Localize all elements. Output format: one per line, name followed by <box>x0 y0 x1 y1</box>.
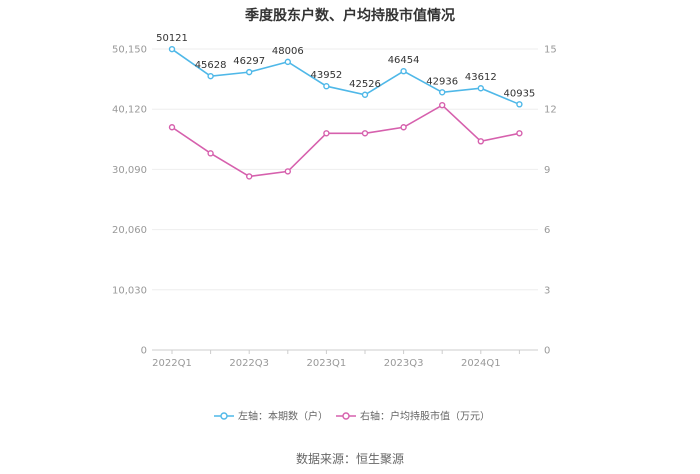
data-point <box>361 130 369 137</box>
legend-label: 左轴：本期数（户） <box>238 410 328 423</box>
data-point <box>323 83 330 90</box>
data-point <box>516 130 523 137</box>
series-line-right <box>171 104 520 178</box>
data-point <box>400 67 407 75</box>
y-left-tick-label: 40,120 <box>112 105 147 116</box>
y-right-tick-label: 12 <box>544 105 557 116</box>
x-tick-label: 2023Q3 <box>384 358 424 369</box>
data-point <box>439 89 446 96</box>
x-tick-label: 2022Q1 <box>152 358 192 369</box>
data-label: 42936 <box>426 76 458 87</box>
y-right-tick-label: 6 <box>544 225 550 236</box>
data-label: 45628 <box>195 60 227 71</box>
data-point <box>207 150 214 157</box>
data-label: 43612 <box>465 72 497 83</box>
y-right-tick-label: 0 <box>544 346 550 357</box>
chart-svg: 0 10,030 20,060 30,090 40,120 50,150 0 3 6 9 12 15 2… <box>112 33 557 423</box>
x-tick-label: 2023Q1 <box>307 358 347 369</box>
data-point <box>439 101 446 109</box>
data-point <box>207 72 214 80</box>
data-point <box>477 85 484 92</box>
y-right-tick-label: 9 <box>544 165 550 176</box>
x-tick-label: 2022Q3 <box>229 358 269 369</box>
data-source: 数据来源：恒生聚源 <box>295 452 404 466</box>
data-point <box>477 138 484 145</box>
data-label: 40935 <box>503 88 535 99</box>
data-point <box>323 130 330 137</box>
data-label: 43952 <box>310 70 342 81</box>
data-label: 48006 <box>272 46 304 57</box>
data-label: 46454 <box>388 55 420 66</box>
data-label: 42526 <box>349 79 381 90</box>
data-point <box>245 173 253 180</box>
data-point <box>168 45 176 53</box>
chart-title: 季度股东户数、户均持股市值情况 <box>245 8 455 24</box>
y-left-tick-label: 10,030 <box>112 285 147 296</box>
y-right-tick-label: 15 <box>544 45 557 56</box>
legend-marker <box>342 412 350 420</box>
x-tick-label: 2024Q1 <box>461 358 501 369</box>
data-label: 50121 <box>156 33 188 44</box>
data-point <box>284 168 291 175</box>
series-line-left <box>171 48 520 106</box>
data-point <box>516 101 523 108</box>
legend-marker <box>220 412 228 420</box>
y-left-tick-label: 30,090 <box>112 165 147 176</box>
y-right-tick-label: 3 <box>544 285 550 296</box>
data-point <box>361 91 369 98</box>
data-point <box>284 58 291 66</box>
y-left-tick-label: 0 <box>141 346 147 357</box>
y-left-tick-label: 50,150 <box>112 45 147 56</box>
data-point <box>168 124 176 131</box>
data-point <box>245 68 253 76</box>
data-point <box>400 124 407 131</box>
legend-label: 右轴：户均持股市值（万元） <box>360 410 490 423</box>
y-left-tick-label: 20,060 <box>112 225 147 236</box>
data-label: 46297 <box>233 56 265 67</box>
